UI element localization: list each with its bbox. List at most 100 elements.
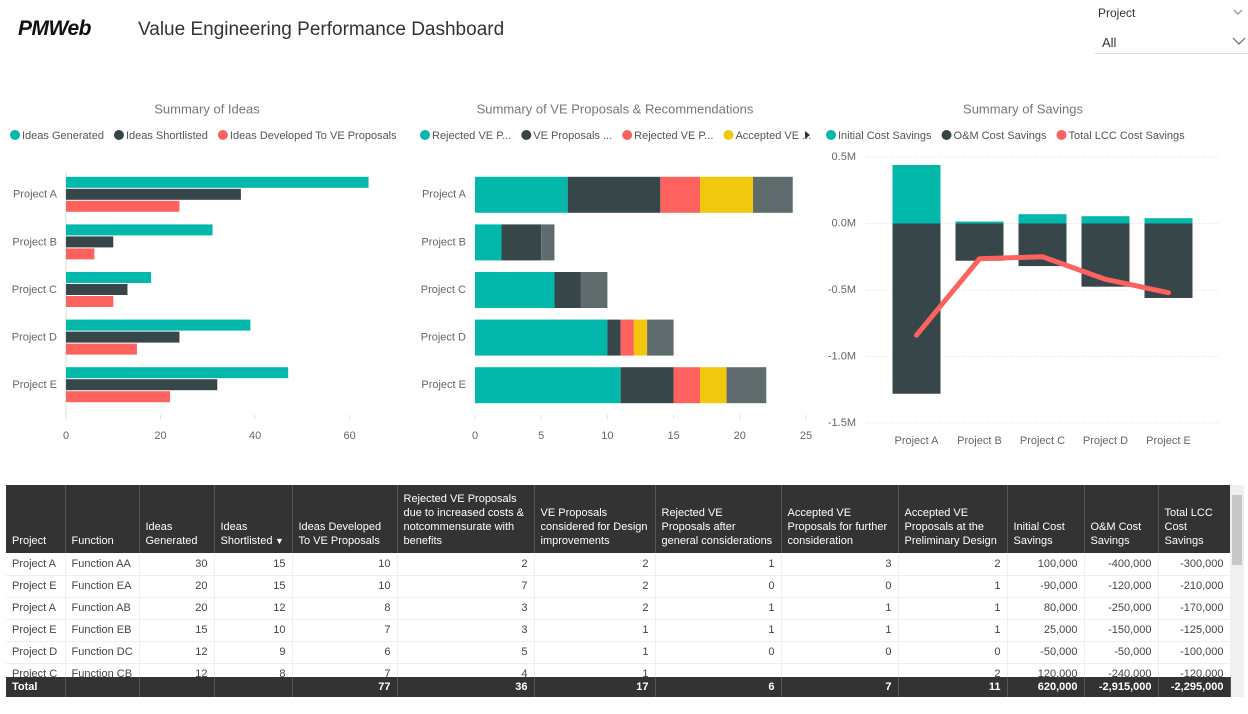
- bar-segment: [673, 367, 701, 404]
- header-row: Project Function Ideas Generated Ideas Shor…: [6, 485, 1230, 553]
- table-cell: -170,000: [1158, 597, 1230, 620]
- column-header[interactable]: Accepted VE Proposals at the Preliminary…: [898, 485, 1008, 553]
- dropdown-arrow[interactable]: [1232, 34, 1246, 48]
- bar-segment: [753, 176, 793, 213]
- table-cell: 2: [397, 553, 535, 576]
- legend-label: Accepted VE ...: [735, 130, 811, 142]
- table-row[interactable]: Project E Function EB 15 10 7 3 1 1 1 1 25,000 -150…: [6, 619, 1230, 642]
- filter-value[interactable]: All: [1102, 35, 1117, 50]
- total-cell: Total: [6, 677, 66, 697]
- chart-title: Summary of VE Proposals & Recommendation…: [477, 101, 754, 116]
- legend-label: Ideas Generated: [22, 130, 104, 142]
- table-cell: 1: [781, 597, 899, 620]
- table-row[interactable]: Project E Function EA 20 15 10 7 2 0 0 1 -90,000 -1…: [6, 575, 1230, 598]
- table-cell: -120,000: [1084, 575, 1159, 598]
- legend-more-arrow[interactable]: [805, 131, 810, 139]
- filter-collapse-icon[interactable]: [1232, 6, 1244, 18]
- bar-segment: [567, 176, 661, 213]
- table-cell: -100,000: [1158, 641, 1230, 664]
- bar-segment: [620, 319, 634, 356]
- legend-label: Rejected VE P...: [432, 130, 511, 142]
- bar-segment: [1018, 214, 1067, 224]
- table-row[interactable]: Project C Function CB 12 8 7 4 1 2 120,000 -240,0…: [6, 663, 1230, 677]
- bar-segment: [475, 319, 608, 356]
- chart-title: Summary of Savings: [963, 101, 1083, 116]
- x-tick-label: 25: [800, 430, 812, 442]
- table-row[interactable]: Project D Function DC 12 9 6 5 1 0 0 0 -50,000 -50,…: [6, 641, 1230, 664]
- x-tick-label: 0: [63, 430, 69, 442]
- table-cell: 10: [292, 553, 398, 576]
- column-header[interactable]: O&M Cost Savings: [1084, 485, 1159, 553]
- total-cell: 77: [292, 677, 398, 697]
- total-cell: [65, 677, 140, 697]
- table-body: Project Function Ideas Generated Ideas Shor…: [0, 485, 1230, 677]
- legend-marker: [1056, 130, 1067, 140]
- total-cell: 17: [534, 677, 656, 697]
- scrollbar[interactable]: [1230, 485, 1244, 697]
- x-tick-label: 40: [249, 430, 261, 442]
- bar: [66, 391, 170, 403]
- table: Project Function Ideas Generated Ideas Shor…: [6, 485, 1230, 677]
- bar-segment: [1081, 216, 1130, 224]
- column-header[interactable]: Rejected VE Proposals after general cons…: [655, 485, 782, 553]
- table-cell: Function DC: [65, 641, 140, 664]
- table-cell: -90,000: [1007, 575, 1085, 598]
- table-cell: 4: [397, 663, 535, 677]
- charts: Summary of Ideas Ideas Generated Ideas Sho…: [10, 101, 1220, 447]
- y-tick-label: Project B: [421, 236, 466, 248]
- table-cell: 100,000: [1007, 553, 1085, 576]
- table-cell: 1: [898, 619, 1008, 642]
- table-cell: 0: [655, 575, 782, 598]
- bar-segment: [475, 367, 621, 404]
- table-cell: 15: [214, 575, 293, 598]
- logo: PMWeb: [18, 17, 91, 40]
- bar: [66, 200, 180, 212]
- table-cell: 20: [139, 575, 215, 598]
- table-row[interactable]: Project A Function AB 20 12 8 3 2 1 1 1 80,000 -250…: [6, 597, 1230, 620]
- column-header[interactable]: Ideas Developed To VE Proposals: [292, 485, 398, 553]
- table-cell: 1: [534, 619, 656, 642]
- column-header[interactable]: Project: [6, 485, 66, 553]
- table-cell: 8: [292, 597, 398, 620]
- table-cell: -250,000: [1084, 597, 1159, 620]
- table-cell: 0: [655, 641, 782, 664]
- column-header[interactable]: Function: [65, 485, 140, 553]
- legend-marker: [217, 130, 228, 140]
- table-cell: -50,000: [1007, 641, 1085, 664]
- column-header[interactable]: VE Proposals considered for Design impro…: [534, 485, 656, 553]
- bar-segment: [554, 272, 581, 308]
- table-cell: 15: [214, 553, 293, 576]
- table-cell: -50,000: [1084, 641, 1159, 664]
- bar-segment: [647, 319, 674, 356]
- bar: [66, 367, 289, 379]
- legend-label: Ideas Developed To VE Proposals: [230, 130, 397, 142]
- chart-title: Summary of Ideas: [154, 101, 260, 116]
- table-cell: 12: [214, 597, 293, 620]
- column-header[interactable]: Accepted VE Proposals for further consid…: [781, 485, 899, 553]
- scrollbar-thumb[interactable]: [1232, 495, 1242, 565]
- table-cell: Function EA: [65, 575, 140, 598]
- y-tick-label: Project D: [421, 332, 466, 344]
- column-header[interactable]: Initial Cost Savings: [1007, 485, 1085, 553]
- column-header[interactable]: Total LCC Cost Savings: [1158, 485, 1230, 553]
- table-row[interactable]: Project A Function AA 30 15 10 2 2 1 3 2 100,000 -4…: [6, 553, 1230, 576]
- legend-marker: [10, 130, 20, 140]
- table-cell: 2: [534, 597, 656, 620]
- legend-marker: [941, 130, 952, 140]
- bar: [66, 331, 180, 343]
- column-header[interactable]: Ideas Shortlisted: [214, 485, 293, 553]
- total-cell: 6: [655, 677, 782, 697]
- table-cell: 1: [534, 641, 656, 664]
- column-header[interactable]: Ideas Generated: [139, 485, 215, 553]
- x-tick-label: 20: [734, 430, 746, 442]
- legend-marker: [420, 130, 430, 140]
- bar-segment: [607, 319, 621, 356]
- filter-dropdown[interactable]: [1095, 30, 1248, 54]
- table-cell: 2: [534, 553, 656, 576]
- table-cell: 5: [397, 641, 535, 664]
- column-header[interactable]: Rejected VE Proposals due to increased c…: [397, 485, 535, 553]
- table-cell: 120,000: [1007, 663, 1085, 677]
- bar: [66, 272, 152, 283]
- y-tick-label: Project E: [12, 379, 57, 391]
- table-cell: Project A: [6, 553, 66, 576]
